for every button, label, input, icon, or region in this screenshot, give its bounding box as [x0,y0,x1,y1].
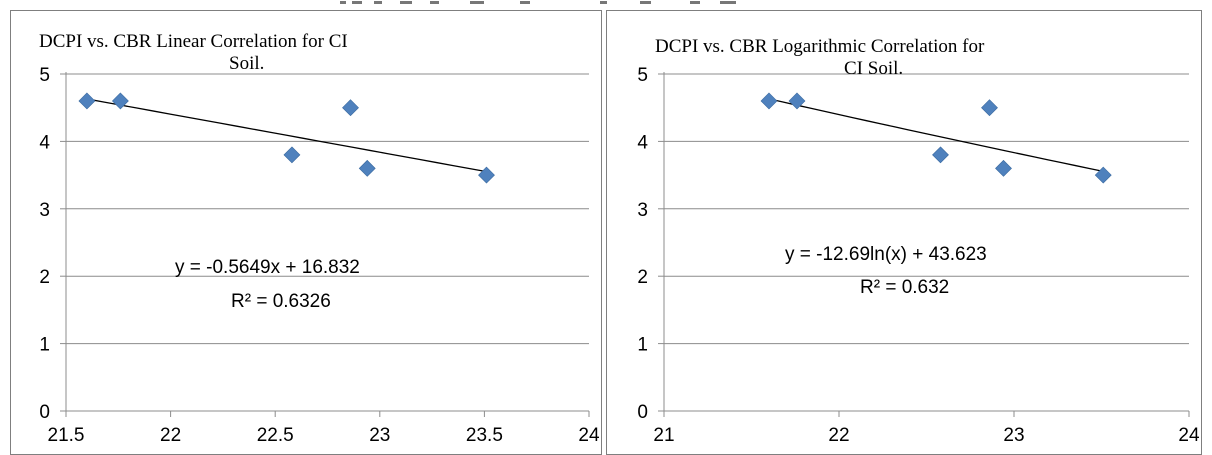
data-point [995,159,1012,177]
data-point [342,99,359,117]
trendline-equation: y = -0.5649x + 16.832 [175,257,360,278]
y-tick-label: 1 [637,335,648,356]
x-tick-label: 24 [578,425,600,446]
x-tick-label: 24 [1178,425,1200,446]
y-tick-label: 0 [637,402,648,423]
trendline [768,98,1104,173]
x-tick-label: 23 [1003,425,1024,446]
x-tick-label: 22 [828,425,849,446]
trendline-equation: y = -12.69ln(x) + 43.623 [785,244,987,265]
data-point [788,92,806,110]
chart-title-line-2: Soil. [229,53,264,74]
r-squared-label: R² = 0.6326 [231,291,331,312]
chart-title-line-2: CI Soil. [844,58,903,79]
data-point [78,92,96,110]
data-point [981,99,998,117]
y-tick-label: 2 [637,267,648,288]
y-tick-label: 2 [39,267,50,288]
trendline [86,98,487,173]
chart-title-line-1: DCPI vs. CBR Logarithmic Correlation for [655,36,985,57]
chart-title-line-1: DCPI vs. CBR Linear Correlation for CI [39,31,348,52]
x-tick-label: 23 [369,425,390,446]
x-tick-label: 21 [653,425,674,446]
cropped-text-fragment [340,1,736,4]
data-point [478,166,495,184]
x-tick-label: 21.5 [48,425,85,446]
x-tick-label: 22 [160,425,181,446]
data-point [283,146,301,164]
logarithmic-correlation-chart-panel: 0 1 2 3 4 5 21 22 23 24 DCPI vs. CBR Logarithmic C… [606,10,1202,455]
data-point [358,159,376,177]
x-tick-label: 23.5 [466,425,503,446]
cropped-caption-edge [0,0,1212,10]
y-tick-label: 5 [39,65,50,86]
linear-correlation-chart-panel: 0 1 2 3 4 5 21.5 22 22.5 23 23.5 24 DCPI vs. CBR Lin… [10,10,602,455]
r-squared-label: R² = 0.632 [860,277,949,298]
data-point [932,146,949,164]
y-tick-label: 1 [39,335,50,356]
data-point [1094,166,1112,184]
y-tick-label: 4 [637,132,648,153]
y-tick-label: 3 [39,200,50,221]
data-point [760,92,778,110]
data-point [111,92,129,110]
y-tick-label: 0 [39,402,50,423]
y-tick-label: 3 [637,200,648,221]
y-tick-label: 4 [39,132,50,153]
x-tick-label: 22.5 [257,425,294,446]
y-tick-label: 5 [637,65,648,86]
